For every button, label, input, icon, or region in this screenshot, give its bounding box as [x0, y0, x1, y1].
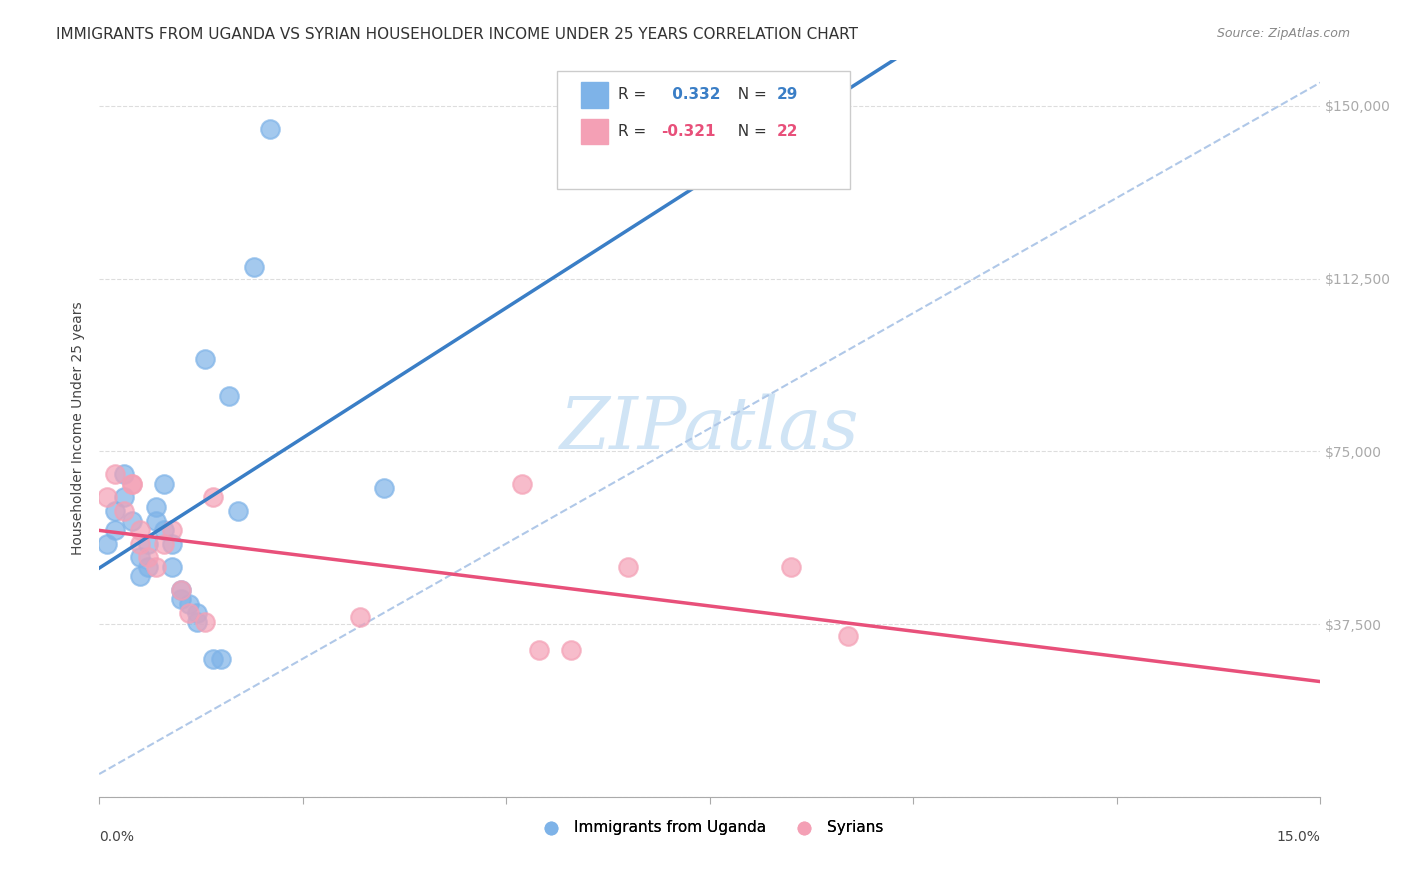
Text: 0.332: 0.332: [666, 87, 720, 102]
Point: [121, 476, 143, 491]
Text: R =: R =: [619, 87, 651, 102]
Point: [373, 481, 395, 495]
Point: [104, 523, 127, 537]
Point: [512, 476, 534, 491]
Point: [136, 536, 159, 550]
Text: N =: N =: [728, 87, 772, 102]
Point: [121, 476, 143, 491]
Point: [145, 500, 167, 514]
Point: [226, 504, 249, 518]
Point: [780, 559, 803, 574]
Text: 22: 22: [776, 124, 799, 138]
Point: [186, 606, 208, 620]
Point: [153, 536, 176, 550]
Point: [169, 582, 191, 597]
FancyBboxPatch shape: [582, 119, 609, 145]
Point: [145, 559, 167, 574]
Point: [112, 491, 135, 505]
Text: 29: 29: [776, 87, 799, 102]
Legend: Immigrants from Uganda, Syrians: Immigrants from Uganda, Syrians: [530, 814, 890, 841]
Point: [169, 591, 191, 606]
Point: [259, 121, 281, 136]
Text: 15.0%: 15.0%: [1277, 830, 1320, 845]
Point: [243, 260, 266, 274]
Point: [162, 523, 184, 537]
FancyBboxPatch shape: [582, 82, 609, 108]
FancyBboxPatch shape: [557, 70, 851, 189]
Text: ZIPatlas: ZIPatlas: [560, 393, 859, 464]
Point: [104, 467, 127, 482]
Point: [96, 536, 118, 550]
Point: [128, 523, 150, 537]
Point: [560, 642, 582, 657]
Point: [136, 559, 159, 574]
Text: IMMIGRANTS FROM UGANDA VS SYRIAN HOUSEHOLDER INCOME UNDER 25 YEARS CORRELATION C: IMMIGRANTS FROM UGANDA VS SYRIAN HOUSEHO…: [56, 27, 858, 42]
Y-axis label: Householder Income Under 25 years: Householder Income Under 25 years: [72, 301, 86, 555]
Point: [177, 597, 200, 611]
Point: [96, 491, 118, 505]
Point: [162, 536, 184, 550]
Point: [128, 569, 150, 583]
Point: [112, 467, 135, 482]
Text: Source: ZipAtlas.com: Source: ZipAtlas.com: [1216, 27, 1350, 40]
Text: R =: R =: [619, 124, 651, 138]
Point: [202, 491, 225, 505]
Point: [128, 536, 150, 550]
Point: [617, 559, 640, 574]
Point: [194, 615, 217, 629]
Text: -0.321: -0.321: [661, 124, 716, 138]
Point: [218, 389, 240, 403]
Point: [145, 514, 167, 528]
Point: [209, 652, 232, 666]
Point: [128, 550, 150, 565]
Point: [527, 642, 550, 657]
Point: [104, 504, 127, 518]
Text: 0.0%: 0.0%: [100, 830, 134, 845]
Point: [177, 606, 200, 620]
Point: [162, 559, 184, 574]
Point: [837, 629, 859, 643]
Text: N =: N =: [728, 124, 772, 138]
Point: [153, 476, 176, 491]
Point: [169, 582, 191, 597]
Point: [186, 615, 208, 629]
Point: [194, 352, 217, 367]
Point: [136, 550, 159, 565]
Point: [202, 652, 225, 666]
Point: [153, 523, 176, 537]
Point: [121, 514, 143, 528]
Point: [112, 504, 135, 518]
Point: [349, 610, 371, 624]
